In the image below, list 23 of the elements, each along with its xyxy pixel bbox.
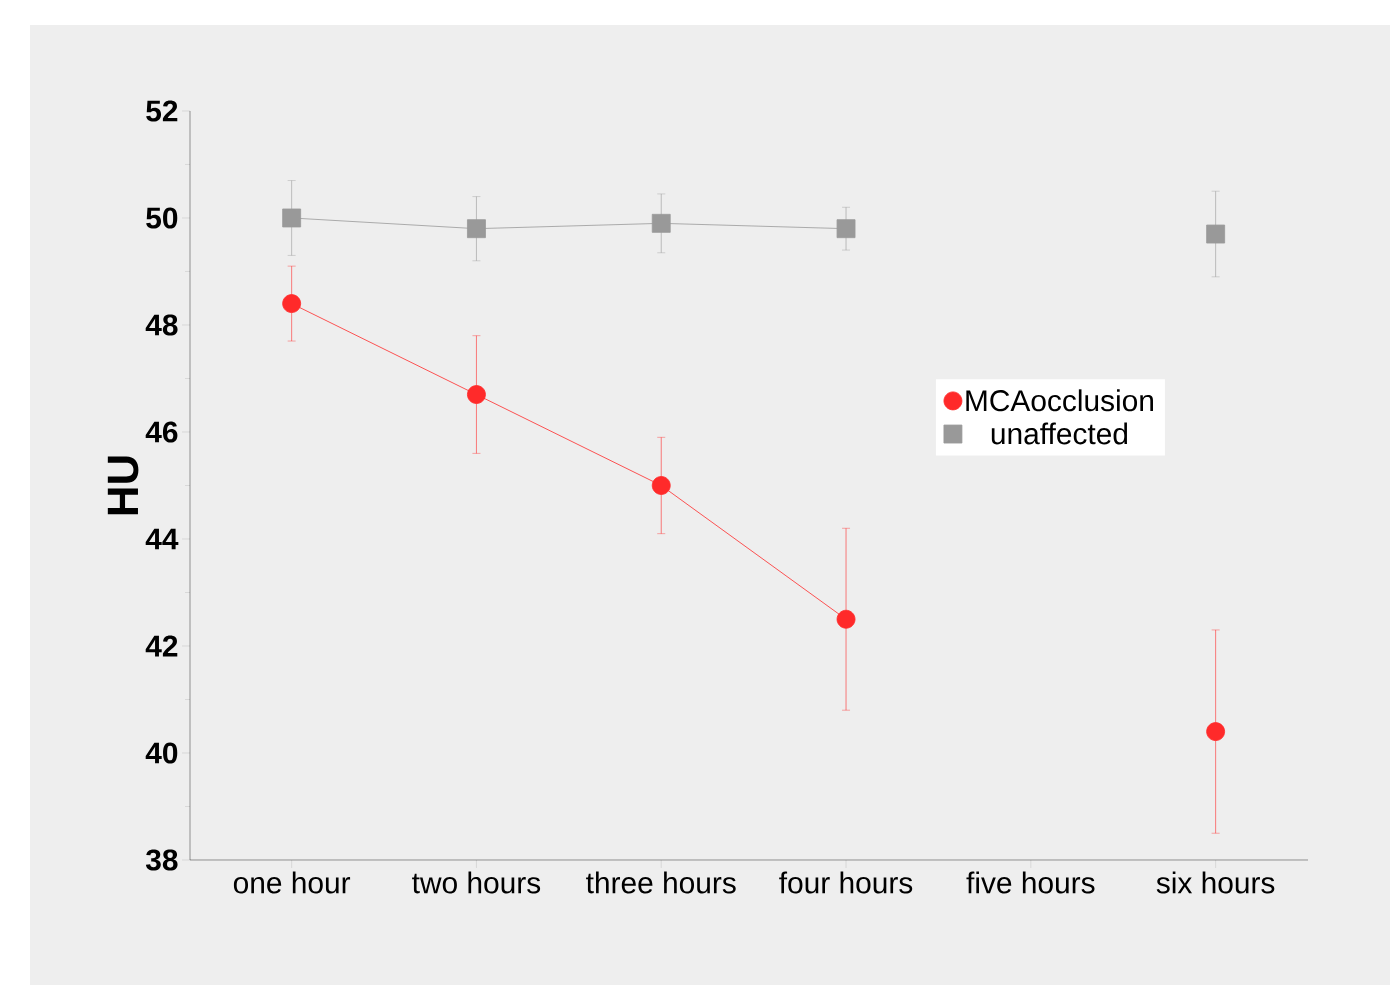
- x-tick-label: two hours: [412, 871, 541, 894]
- y-tick-label: 50: [146, 207, 178, 229]
- y-tick-label: 38: [145, 849, 178, 871]
- x-tick-label: three hours: [586, 871, 736, 894]
- x-tick-label: four hours: [779, 871, 913, 894]
- point: [467, 385, 486, 404]
- y-tick-label: 40: [145, 742, 178, 764]
- point: [1206, 722, 1226, 741]
- point: [282, 294, 302, 313]
- point: [1206, 224, 1226, 244]
- x-tick-label: five hours: [966, 871, 1095, 894]
- y-tick-label: 44: [145, 528, 179, 550]
- point: [651, 476, 671, 495]
- legend-label: MCAocclusion: [966, 389, 1153, 412]
- x-tick-label: one hour: [233, 871, 351, 894]
- y-axis-title: HU: [107, 456, 139, 515]
- point: [836, 609, 856, 629]
- x-tick-label: six hours: [1156, 871, 1275, 894]
- y-tick-label: 48: [145, 314, 178, 336]
- y-tick-label: 52: [146, 100, 178, 122]
- y-tick-label: 46: [145, 421, 178, 443]
- legend-label: unaffected: [991, 422, 1128, 445]
- y-tick-label: 42: [145, 635, 178, 657]
